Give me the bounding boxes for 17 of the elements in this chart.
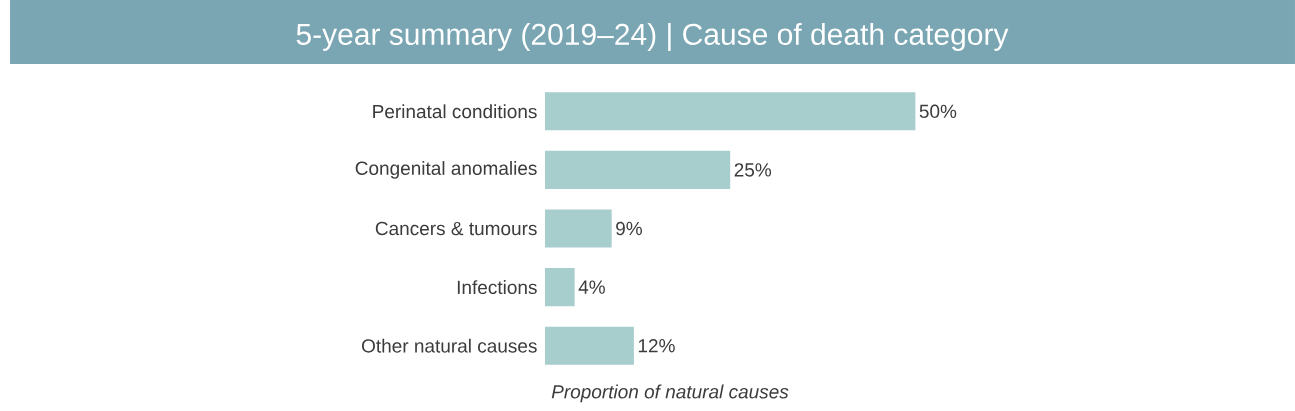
bar	[545, 326, 634, 365]
data-label: 12%	[638, 339, 675, 353]
bar	[545, 209, 612, 248]
chart-title: 5-year summary (2019–24) | Cause of death category	[296, 22, 1009, 52]
y-tick-label: Other natural causes	[362, 338, 537, 353]
bar	[545, 92, 916, 131]
data-label: 50%	[919, 104, 957, 119]
y-tick-label: Perinatal conditions	[373, 104, 537, 119]
bar	[545, 150, 731, 189]
bar	[545, 268, 575, 307]
data-label: 4%	[578, 280, 605, 294]
data-label: 25%	[734, 163, 772, 177]
data-label: 9%	[616, 221, 642, 236]
y-tick-label: Infections	[457, 280, 537, 295]
y-tick-label: Cancers & tumours	[375, 221, 537, 236]
y-tick-label: Congenital anomalies	[355, 161, 537, 179]
x-axis-title: Proportion of natural causes	[551, 384, 789, 403]
